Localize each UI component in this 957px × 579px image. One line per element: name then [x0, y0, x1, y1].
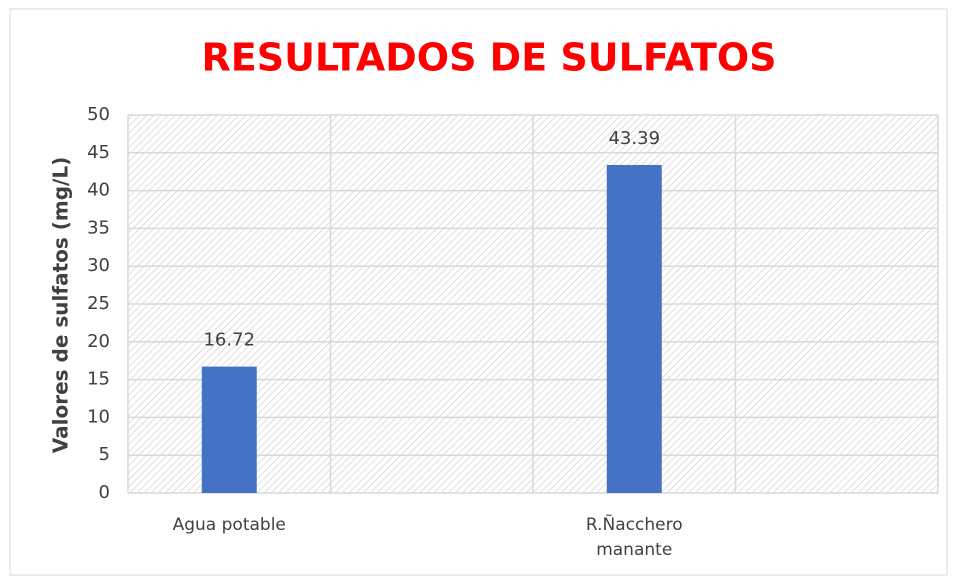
bar	[606, 164, 662, 493]
y-tick-label: 35	[87, 217, 110, 238]
y-tick-label: 25	[87, 293, 110, 314]
x-tick-label: Agua potable	[172, 515, 286, 535]
y-tick-label: 0	[99, 482, 110, 503]
y-tick-label: 20	[87, 331, 110, 352]
y-tick-label: 30	[87, 255, 110, 276]
data-label: 43.39	[608, 128, 660, 149]
y-tick-label: 15	[87, 369, 110, 390]
y-tick-label: 10	[87, 406, 110, 427]
x-tick-label: R.Ñacchero manante	[585, 515, 683, 560]
data-label: 16.72	[203, 330, 255, 351]
y-tick-label: 45	[87, 142, 110, 163]
y-tick-label: 50	[87, 104, 110, 125]
chart-border	[9, 8, 948, 576]
y-tick-label: 5	[99, 444, 110, 465]
y-tick-label: 40	[87, 180, 110, 201]
bar	[201, 366, 257, 493]
chart-title: RESULTADOS DE SULFATOS	[201, 36, 776, 80]
y-axis-label: Valores de sulfatos (mg/L)	[49, 157, 73, 453]
